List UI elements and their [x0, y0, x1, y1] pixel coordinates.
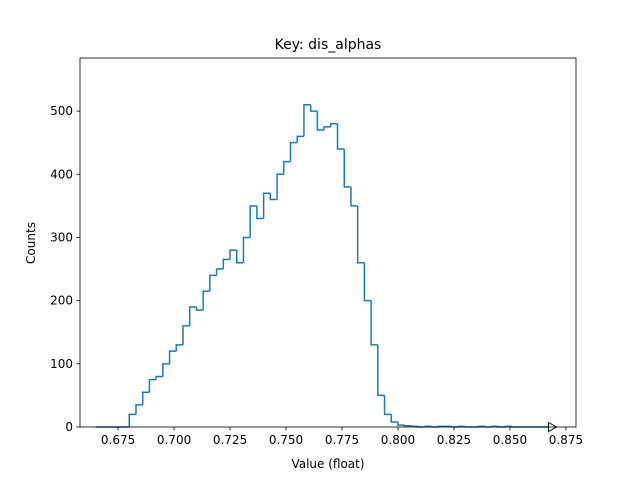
- histogram-bin: [162, 363, 170, 377]
- histogram-bin: [383, 395, 392, 416]
- histogram-bin: [269, 193, 278, 201]
- histogram-bin: [182, 325, 190, 345]
- x-tick-label: 0.725: [213, 433, 247, 447]
- histogram-bin: [390, 414, 398, 423]
- histogram-bin: [316, 111, 325, 131]
- histogram-bin: [370, 300, 378, 346]
- histogram-bin: [397, 421, 405, 426]
- histogram-bin: [188, 306, 197, 326]
- chart-title: Key: dis_alphas: [275, 37, 382, 53]
- x-tick-label: 0.800: [381, 433, 415, 447]
- histogram-bin: [155, 375, 163, 380]
- x-tick-label: 0.850: [493, 433, 527, 447]
- histogram-bin: [309, 104, 318, 112]
- histogram-bin: [303, 104, 311, 137]
- histogram-bin: [168, 350, 177, 364]
- x-tick-label: 0.875: [549, 433, 583, 447]
- histogram-bin: [229, 249, 237, 260]
- histogram-bin: [323, 126, 331, 131]
- y-axis-label: Counts: [24, 222, 38, 264]
- histogram-bin: [276, 173, 284, 200]
- histogram-bin: [202, 290, 210, 311]
- y-tick-label: 0: [65, 420, 73, 434]
- histogram-bin: [350, 186, 358, 207]
- x-axis-label: Value (float): [291, 457, 364, 471]
- y-tick-label: 100: [50, 357, 73, 371]
- axes-frame: [79, 57, 577, 428]
- histogram-bin: [235, 250, 244, 264]
- histogram-bin: [249, 205, 257, 238]
- histogram-bin: [256, 205, 264, 220]
- histogram-bin: [356, 205, 365, 264]
- x-tick-label: 0.775: [325, 433, 359, 447]
- y-tick-label: 500: [50, 104, 73, 118]
- histogram-bin: [330, 122, 338, 127]
- histogram-bin: [343, 148, 351, 188]
- x-tick-label: 0.675: [101, 433, 135, 447]
- y-tick-label: 400: [50, 167, 73, 181]
- histogram-bin: [336, 123, 345, 150]
- histogram-bin: [141, 391, 150, 405]
- y-tick-label: 200: [50, 294, 73, 308]
- histogram-bin: [283, 160, 291, 175]
- histogram-bin: [222, 258, 231, 270]
- y-tick-label: 300: [50, 230, 73, 244]
- histogram-bin: [289, 141, 298, 162]
- histogram-bin: [242, 236, 251, 263]
- x-tick-label: 0.825: [437, 433, 471, 447]
- x-tick-label: 0.700: [157, 433, 191, 447]
- histogram-bin: [377, 344, 385, 397]
- histogram-bin: [363, 262, 372, 302]
- histogram-bin: [128, 413, 136, 427]
- histogram-bin: [296, 135, 304, 143]
- histogram-bin: [403, 424, 412, 427]
- histogram-bin: [175, 344, 184, 352]
- histogram-bin: [262, 192, 271, 219]
- histogram-bin: [410, 425, 419, 428]
- x-tick-label: 0.750: [269, 433, 303, 447]
- histogram-bin: [148, 378, 157, 393]
- histogram-bin: [135, 404, 143, 415]
- histogram-bin: [209, 274, 217, 292]
- histogram-bin: [195, 306, 204, 311]
- plot-area: [95, 104, 558, 433]
- histogram-bin: [215, 268, 224, 276]
